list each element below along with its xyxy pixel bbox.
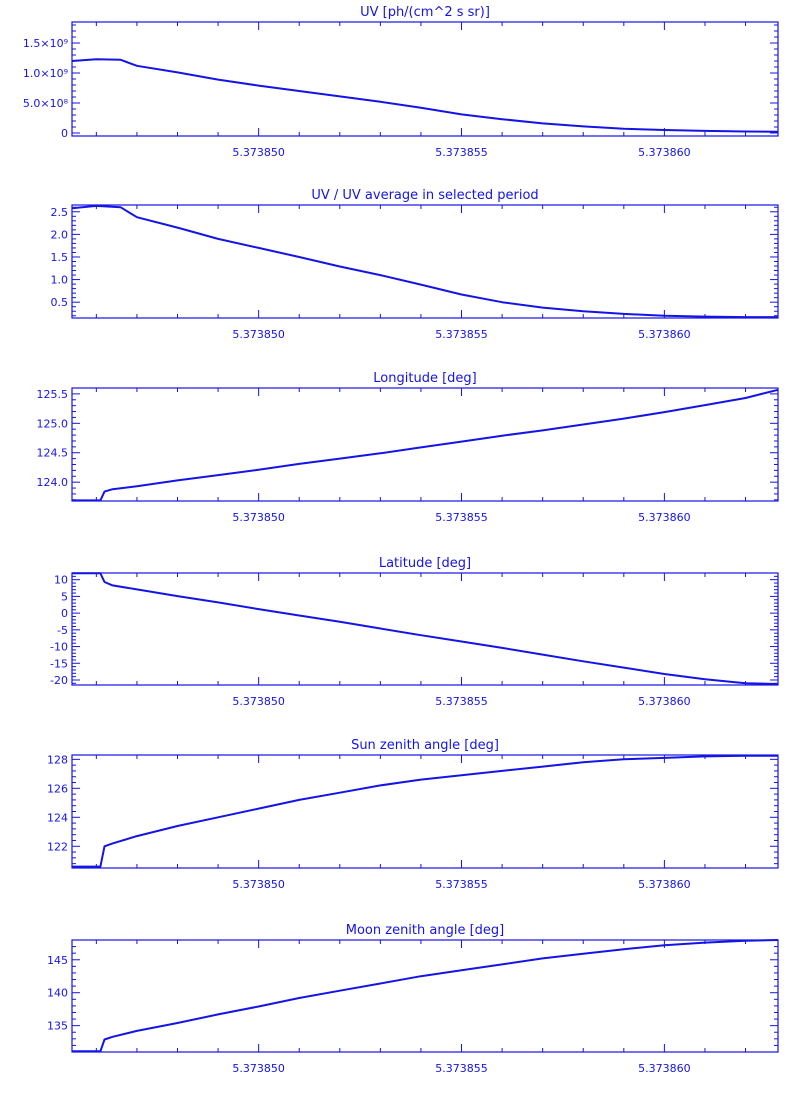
x-tick-label: 5.373860 xyxy=(638,695,691,708)
y-tick-label: 0.5 xyxy=(51,296,69,309)
data-series-line xyxy=(72,388,779,502)
y-tick-label: 2.5 xyxy=(51,206,69,219)
y-tick-label: 124.5 xyxy=(37,447,69,460)
y-tick-label: 5.0×10⁸ xyxy=(23,97,69,110)
y-tick-label: 125.5 xyxy=(37,388,69,401)
chart-title: Sun zenith angle [deg] xyxy=(351,738,499,753)
y-tick-label: -15 xyxy=(50,657,68,670)
x-tick-label: 5.373850 xyxy=(232,1062,285,1075)
data-series-line xyxy=(71,204,778,319)
chart-title: Latitude [deg] xyxy=(379,556,471,571)
plot-frame xyxy=(71,387,779,502)
y-tick-label: 1.5×10⁹ xyxy=(23,37,68,50)
chart-panel-4: Latitude [deg] -20 -15 -10 -5 0 5 10 5.373850 5.3… xyxy=(50,556,779,708)
chart-title: Longitude [deg] xyxy=(373,371,476,386)
chart-title: UV / UV average in selected period xyxy=(311,188,538,203)
y-tick-label: 10 xyxy=(54,574,68,587)
x-tick-label: 5.373850 xyxy=(232,878,285,891)
data-series-line xyxy=(72,572,779,685)
chart-panel-6: Moon zenith angle [deg] 135 140 145 5.373850… xyxy=(47,923,779,1075)
y-tick-label: 5 xyxy=(61,590,68,603)
y-tick-label: -20 xyxy=(50,674,68,687)
x-tick-label: 5.373850 xyxy=(232,695,285,708)
chart-title: UV [ph/(cm^2 s sr)] xyxy=(360,5,490,20)
x-tick-label: 5.373855 xyxy=(435,695,488,708)
y-tick-label: 122 xyxy=(47,840,68,853)
x-tick-label: 5.373860 xyxy=(638,328,691,341)
y-tick-label: 1.0 xyxy=(51,274,69,287)
data-series-line xyxy=(71,58,779,133)
y-tick-label: 1.0×10⁹ xyxy=(23,67,68,80)
chart-panel-1: UV [ph/(cm^2 s sr)] 0 5.0×10⁸ 1.0×10⁹ 1.5×10… xyxy=(23,5,779,159)
y-tick-label: 0 xyxy=(61,607,68,620)
y-tick-label: 2.0 xyxy=(51,228,69,241)
plot-frame xyxy=(71,21,779,137)
x-tick-label: 5.373860 xyxy=(638,146,691,159)
y-tick-label: -5 xyxy=(57,624,68,637)
x-tick-label: 5.373855 xyxy=(435,146,488,159)
x-tick-label: 5.373855 xyxy=(435,878,488,891)
chart-panel-2: UV / UV average in selected period 0.5 1.0… xyxy=(51,188,779,341)
x-tick-label: 5.373850 xyxy=(232,328,285,341)
y-tick-label: 124 xyxy=(47,811,68,824)
plot-frame xyxy=(71,939,779,1053)
y-tick-label: 125.0 xyxy=(37,417,69,430)
plot-frame xyxy=(71,754,779,869)
chart-panel-5: Sun zenith angle [deg] 122 124 126 128 5.3738… xyxy=(47,738,779,891)
y-tick-label: 0 xyxy=(61,127,68,140)
y-tick-label: 124.0 xyxy=(37,476,69,489)
y-tick-label: -10 xyxy=(50,641,68,654)
plot-frame xyxy=(71,572,779,686)
x-tick-label: 5.373860 xyxy=(638,511,691,524)
x-tick-label: 5.373855 xyxy=(435,328,488,341)
y-tick-label: 140 xyxy=(47,987,68,1000)
data-series-line xyxy=(72,939,779,1053)
y-tick-label: 145 xyxy=(47,954,68,967)
y-tick-label: 128 xyxy=(47,753,68,766)
y-tick-label: 126 xyxy=(47,782,68,795)
x-tick-label: 5.373850 xyxy=(232,146,285,159)
y-tick-label: 135 xyxy=(47,1020,68,1033)
x-tick-label: 5.373855 xyxy=(435,1062,488,1075)
x-tick-label: 5.373860 xyxy=(638,1062,691,1075)
plot-frame xyxy=(71,204,779,319)
chart-title: Moon zenith angle [deg] xyxy=(346,923,504,938)
x-tick-label: 5.373860 xyxy=(638,878,691,891)
chart-panel-3: Longitude [deg] 124.0 124.5 125.0 125.5 5.373… xyxy=(37,371,779,524)
y-tick-label: 1.5 xyxy=(51,251,69,264)
x-tick-label: 5.373855 xyxy=(435,511,488,524)
data-series-line xyxy=(72,754,778,868)
x-tick-label: 5.373850 xyxy=(232,511,285,524)
